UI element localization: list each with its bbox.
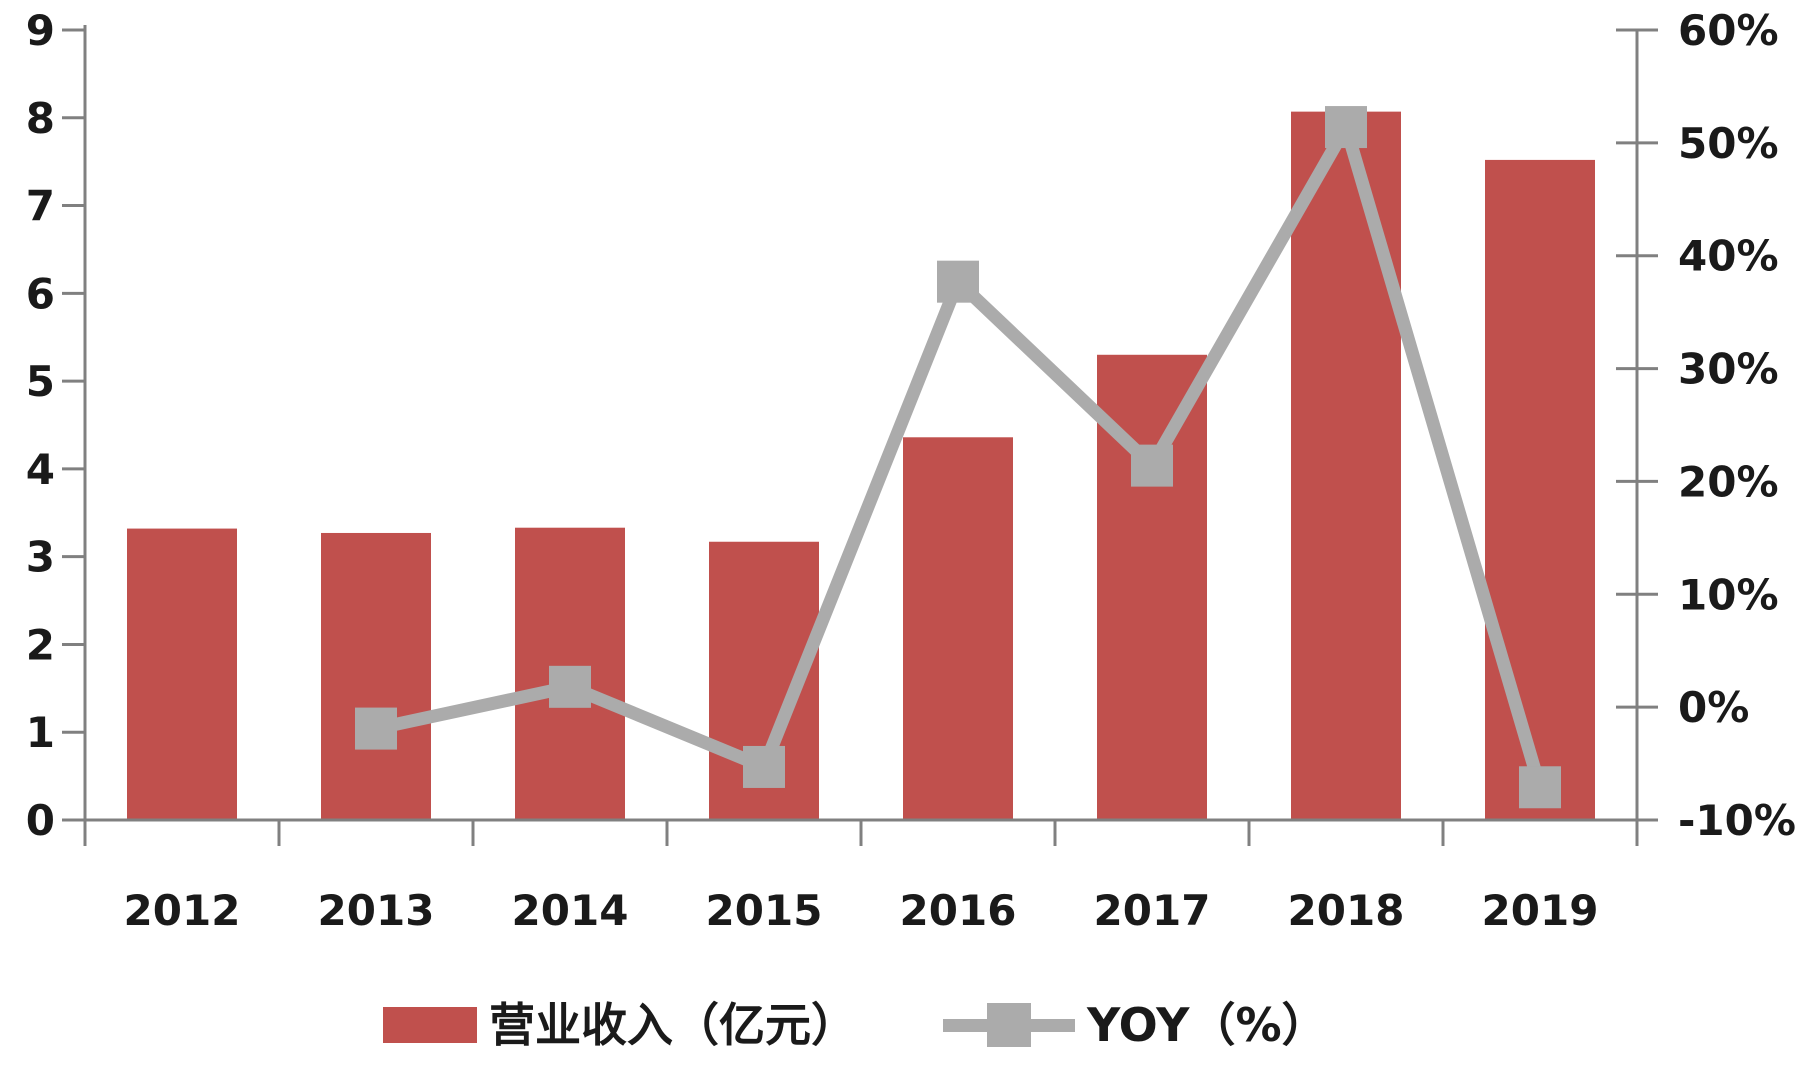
right-tick-label: 20% xyxy=(1678,457,1779,506)
yoy-marker-2013 xyxy=(355,707,397,750)
yoy-marker-2015 xyxy=(743,745,785,788)
legend: 营业收入（亿元） YOY（%） xyxy=(383,1002,1328,1048)
left-tick-label: 3 xyxy=(26,533,55,582)
bar-series-group xyxy=(127,111,1595,821)
left-tick-label: 6 xyxy=(26,269,55,318)
right-tick-label: 40% xyxy=(1678,232,1779,281)
yoy-marker-2018 xyxy=(1325,106,1367,149)
bar-2018 xyxy=(1291,111,1401,821)
revenue-legend-swatch xyxy=(383,1007,477,1043)
right-tick-label: 10% xyxy=(1678,570,1779,619)
yoy-legend-label: YOY（%） xyxy=(1087,998,1328,1052)
yoy-marker-2017 xyxy=(1131,444,1173,487)
left-tick-label: 9 xyxy=(26,6,55,55)
left-tick-label: 1 xyxy=(26,708,55,757)
yoy-line-group xyxy=(355,106,1561,809)
right-tick-label: 50% xyxy=(1678,119,1779,168)
yoy-legend-marker xyxy=(987,1002,1031,1047)
revenue-legend-label: 营业收入（亿元） xyxy=(489,998,857,1052)
right-tick-label: 30% xyxy=(1678,345,1779,394)
left-tick-label: 2 xyxy=(26,620,55,669)
x-category-label: 2016 xyxy=(900,886,1017,935)
yoy-marker-2016 xyxy=(937,260,979,303)
axes-group xyxy=(62,25,1658,846)
yoy-legend-swatch xyxy=(943,1002,1075,1047)
x-category-label: 2012 xyxy=(124,886,241,935)
bar-2012 xyxy=(127,528,237,820)
right-tick-label: -10% xyxy=(1678,796,1796,845)
left-tick-label: 8 xyxy=(26,94,55,143)
legend-item-yoy: YOY（%） xyxy=(943,1002,1328,1048)
right-tick-label: 0% xyxy=(1678,683,1749,732)
x-category-label: 2014 xyxy=(512,886,629,935)
left-tick-label: 4 xyxy=(26,445,55,494)
yoy-marker-2019 xyxy=(1519,766,1561,809)
left-tick-label: 0 xyxy=(26,796,55,845)
bar-2013 xyxy=(321,532,431,820)
x-category-label: 2013 xyxy=(318,886,435,935)
bar-2019 xyxy=(1485,159,1595,820)
left-tick-label: 5 xyxy=(26,357,55,406)
left-tick-label: 7 xyxy=(26,182,55,231)
x-category-label: 2015 xyxy=(706,886,823,935)
x-category-label: 2017 xyxy=(1094,886,1211,935)
x-category-label: 2019 xyxy=(1482,886,1599,935)
x-category-label: 2018 xyxy=(1288,886,1405,935)
right-tick-label: 60% xyxy=(1678,6,1779,55)
axis-labels-group: 0 1 2 3 4 5 6 7 8 9 -10% 0% 10% 20% 30% 40% 50% 60% 2012 20… xyxy=(26,6,1796,935)
yoy-marker-2014 xyxy=(549,665,591,708)
legend-item-revenue: 营业收入（亿元） xyxy=(383,1002,857,1048)
bar-2016 xyxy=(903,437,1013,820)
